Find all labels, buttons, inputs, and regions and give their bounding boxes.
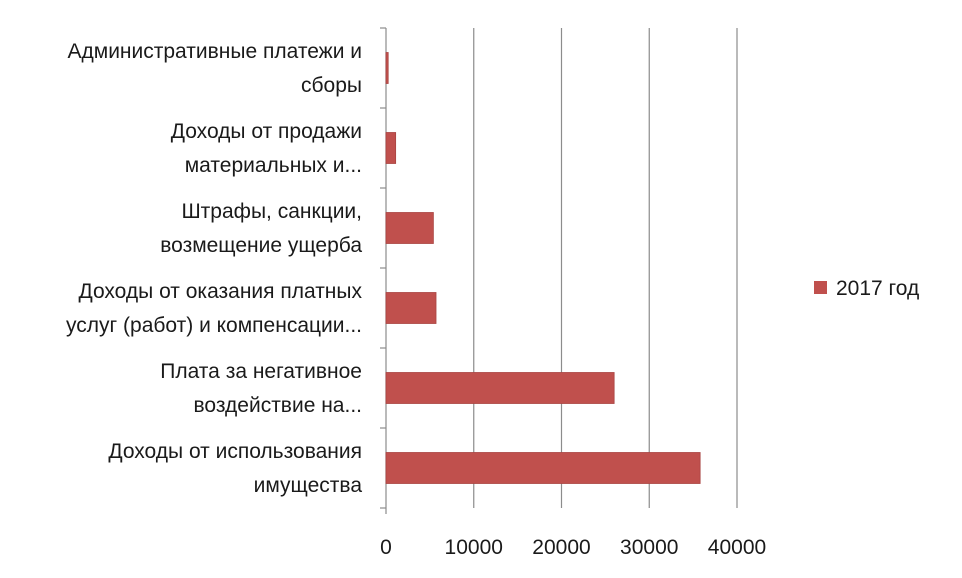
x-tick-labels: 0 10000 20000 30000 40000: [380, 536, 766, 559]
bar: [385, 372, 615, 404]
bar: [385, 52, 389, 84]
bar: [385, 132, 397, 164]
legend: 2017 год: [814, 277, 919, 300]
category-label: услуг (работ) и компенсации...: [66, 314, 362, 337]
category-label: Штрафы, санкции,: [181, 200, 362, 223]
x-tick-label: 20000: [532, 536, 590, 559]
category-label: имущества: [254, 474, 363, 497]
legend-label: 2017 год: [836, 277, 919, 300]
y-axis: [380, 27, 387, 514]
x-tick-label: 30000: [620, 536, 678, 559]
bar: [385, 452, 701, 484]
x-tick-label: 0: [380, 536, 392, 559]
bars: [385, 52, 701, 484]
legend-swatch: [814, 281, 827, 294]
category-label: Доходы от продажи: [171, 120, 362, 143]
category-labels: Административные платежи и сборы Доходы от…: [66, 40, 362, 497]
category-label: Доходы от оказания платных: [79, 280, 363, 303]
category-label: Плата за негативное: [160, 360, 362, 383]
x-tick-label: 10000: [445, 536, 503, 559]
x-tick-label: 40000: [708, 536, 766, 559]
gridlines: [473, 28, 738, 508]
category-label: Административные платежи и: [68, 40, 363, 63]
category-label: воздействие на...: [194, 394, 363, 417]
category-label: Доходы от использования: [108, 440, 362, 463]
bar: [385, 292, 437, 324]
category-label: материальных и...: [185, 154, 362, 177]
category-label: возмещение ущерба: [160, 234, 362, 257]
category-label: сборы: [301, 74, 362, 97]
bar: [385, 212, 434, 244]
